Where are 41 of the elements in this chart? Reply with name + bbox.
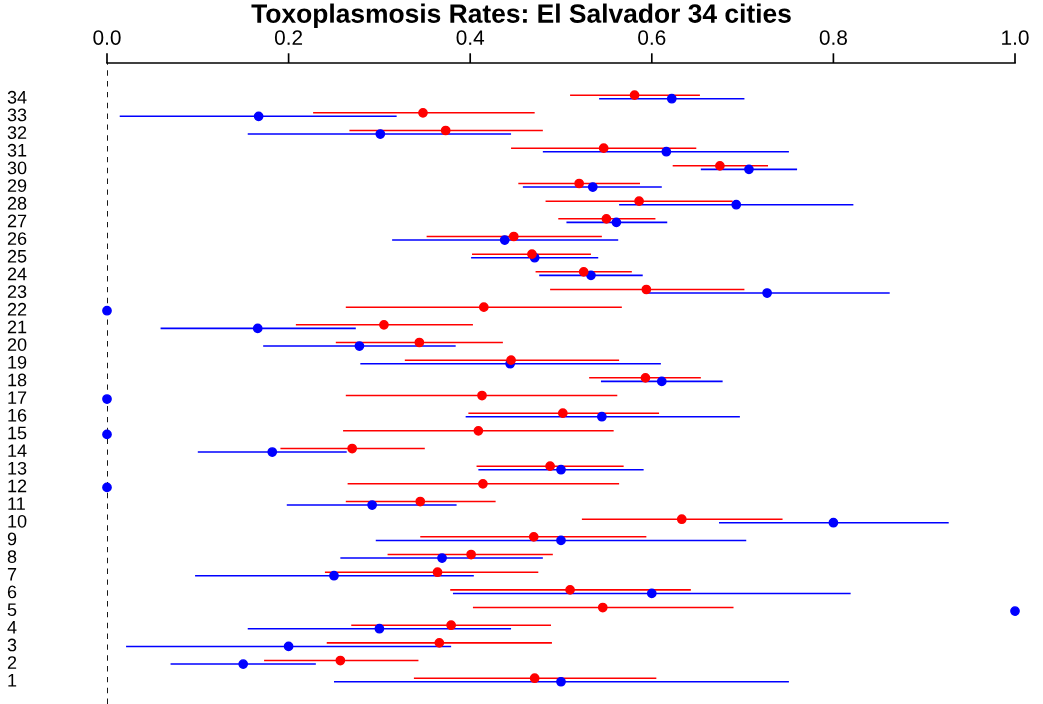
y-tick-label: 7 bbox=[7, 568, 17, 581]
y-tick-label: 8 bbox=[7, 550, 17, 564]
y-tick-label: 34 bbox=[7, 90, 27, 104]
x-tick-label: 0.0 bbox=[93, 30, 121, 45]
y-tick-label: 31 bbox=[7, 143, 27, 157]
x-tick-label: 0.4 bbox=[456, 30, 485, 45]
y-tick-label: 9 bbox=[7, 532, 17, 546]
y-tick-label: 16 bbox=[8, 408, 27, 422]
y-tick-label: 1 bbox=[8, 674, 17, 687]
x-tick-label: 0.8 bbox=[819, 30, 847, 45]
y-tick-label: 27 bbox=[7, 214, 27, 228]
y-tick-label: 18 bbox=[8, 373, 27, 387]
y-tick-label: 2 bbox=[7, 656, 17, 669]
y-tick-label: 20 bbox=[7, 338, 27, 351]
x-tick-label: 0.6 bbox=[638, 30, 666, 45]
y-tick-label: 24 bbox=[7, 267, 27, 281]
y-tick-label: 30 bbox=[7, 161, 27, 175]
x-tick-label: 0.2 bbox=[274, 30, 303, 45]
y-tick-label: 22 bbox=[7, 302, 27, 316]
y-tick-label: 4 bbox=[7, 621, 17, 634]
y-tick-label: 23 bbox=[7, 285, 27, 298]
y-tick-label: 33 bbox=[7, 108, 27, 122]
y-tick-label: 29 bbox=[7, 179, 27, 192]
x-tick-label: 1.0 bbox=[1002, 30, 1029, 45]
y-tick-label: 17 bbox=[8, 391, 27, 404]
y-tick-label: 12 bbox=[8, 479, 27, 493]
y-tick-label: 11 bbox=[8, 497, 25, 510]
y-tick-label: 25 bbox=[7, 249, 27, 263]
y-tick-label: 14 bbox=[8, 444, 27, 457]
y-tick-label: 6 bbox=[7, 585, 17, 599]
y-tick-label: 19 bbox=[8, 355, 27, 369]
y-tick-label: 21 bbox=[7, 320, 27, 334]
y-tick-label: 28 bbox=[7, 196, 27, 210]
y-tick-label: 26 bbox=[7, 232, 27, 245]
chart-title: Toxoplasmosis Rates: El Salvador 34 cities bbox=[251, 3, 791, 29]
y-tick-label: 15 bbox=[8, 426, 27, 440]
y-tick-label: 3 bbox=[7, 638, 17, 652]
y-tick-label: 13 bbox=[8, 461, 27, 475]
y-tick-label: 5 bbox=[7, 603, 17, 617]
y-tick-label: 32 bbox=[7, 126, 27, 139]
y-tick-label: 10 bbox=[8, 514, 27, 528]
